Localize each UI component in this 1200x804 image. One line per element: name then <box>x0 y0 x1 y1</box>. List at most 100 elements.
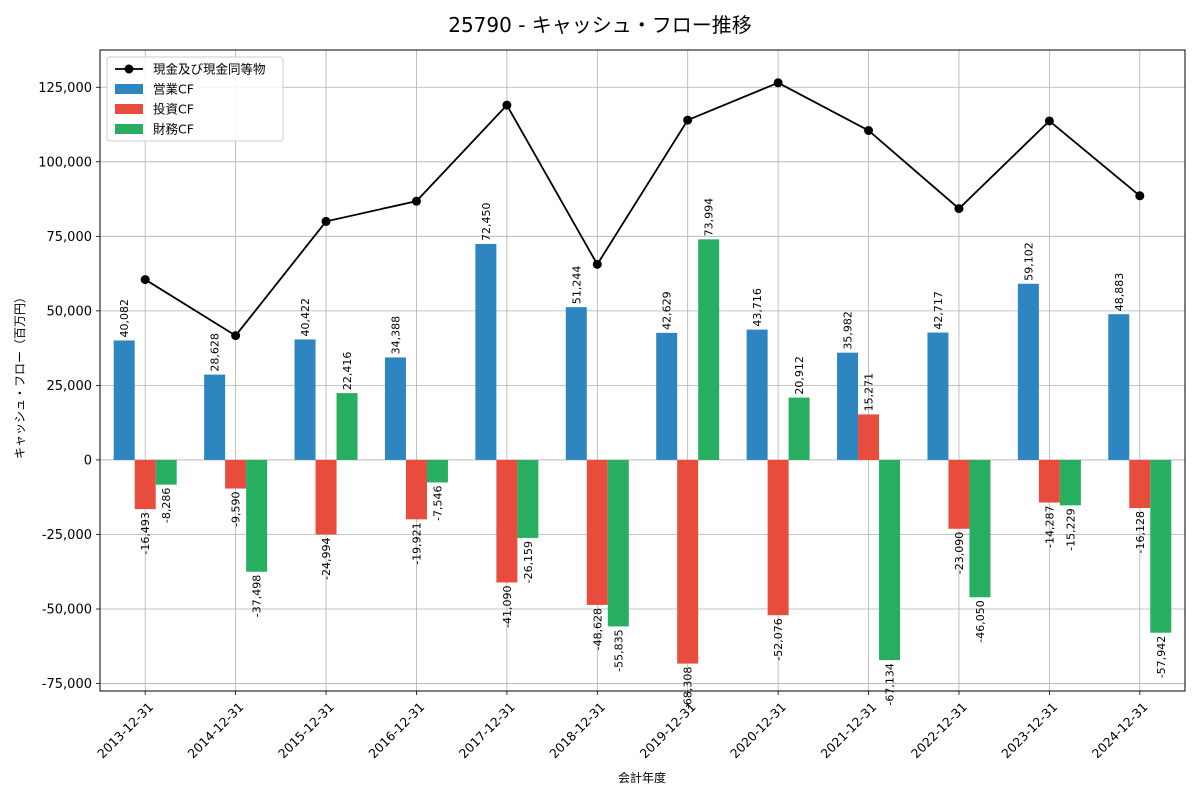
cash-line-point <box>231 331 241 341</box>
bar-1 <box>496 459 518 583</box>
cash-line-point <box>864 125 874 135</box>
bar-value-label: -41,090 <box>501 585 514 627</box>
bar-value-label: 42,629 <box>661 291 674 330</box>
bar-1 <box>405 459 427 520</box>
bar-2 <box>1150 459 1172 633</box>
cash-line-path <box>144 81 1141 337</box>
bar-value-label: -8,286 <box>160 488 173 523</box>
bar-value-label: 34,388 <box>389 316 402 355</box>
cash-line-point <box>1044 116 1054 126</box>
bar-value-label: -9,590 <box>230 492 243 527</box>
cash-line-point <box>321 216 331 226</box>
bar-1 <box>858 414 880 460</box>
bar-value-label: -67,134 <box>884 663 897 705</box>
bar-value-label: -46,050 <box>974 600 987 642</box>
x-tick-label: 2013-12-31 <box>94 699 156 761</box>
bar-1 <box>948 459 970 529</box>
y-tick-label: 25,000 <box>47 379 93 394</box>
bar-0 <box>384 357 406 460</box>
bar-value-label: -57,942 <box>1155 636 1168 678</box>
bar-1 <box>315 459 337 535</box>
cash-line-point <box>954 204 964 214</box>
bar-1 <box>225 459 247 489</box>
data-labels: 40,082 28,628 40,422 34,388 72,450 51,244 42,6… <box>118 198 1168 709</box>
bar-value-label: 43,716 <box>751 288 764 327</box>
bar-value-label: 22,416 <box>341 352 354 391</box>
y-tick-label: 75,000 <box>47 230 93 245</box>
bar-2 <box>155 459 177 485</box>
bar-value-label: -37,498 <box>251 575 264 617</box>
x-tick-label: 2018-12-31 <box>546 699 608 761</box>
bar-value-label: -23,090 <box>953 532 966 574</box>
bar-0 <box>656 332 678 460</box>
x-tick-label: 2014-12-31 <box>185 699 247 761</box>
bar-0 <box>204 374 226 460</box>
legend-swatch <box>115 84 143 94</box>
bar-value-label: -26,159 <box>522 541 535 583</box>
bar-1 <box>134 459 156 510</box>
x-tick-label: 2015-12-31 <box>275 699 337 761</box>
bar-value-label: -55,835 <box>612 629 625 671</box>
bar-2 <box>1059 459 1081 506</box>
bar-value-label: 59,102 <box>1022 242 1035 281</box>
bar-0 <box>837 352 859 460</box>
cash-line-point <box>140 275 150 285</box>
legend-marker <box>124 64 134 74</box>
x-tick-label: 2022-12-31 <box>908 699 970 761</box>
cash-line-point <box>683 115 693 125</box>
cash-line <box>140 78 1145 341</box>
grid <box>100 50 1185 691</box>
bar-2 <box>336 393 358 460</box>
bar-2 <box>426 459 448 483</box>
x-tick-label: 2021-12-31 <box>817 699 879 761</box>
legend-box <box>106 56 284 142</box>
bar-0 <box>113 340 135 460</box>
bar-value-label: 28,628 <box>209 333 222 372</box>
cash-line-point <box>773 78 783 88</box>
bar-0 <box>1108 314 1130 460</box>
x-tick-label: 2024-12-31 <box>1089 699 1151 761</box>
bar-value-label: -14,287 <box>1043 506 1056 548</box>
legend-swatch <box>115 104 143 114</box>
bar-1 <box>677 459 699 664</box>
y-tick-label: 100,000 <box>38 155 92 170</box>
y-axis-label: キャッシュ・フロー（百万円） <box>13 291 27 459</box>
x-tick-label: 2020-12-31 <box>727 699 789 761</box>
y-tick-label: 125,000 <box>38 81 92 96</box>
y-tick-label: -50,000 <box>42 603 92 618</box>
bar-1 <box>767 459 789 616</box>
plot-frame <box>99 49 1186 692</box>
cash-line-point <box>592 259 602 269</box>
bars <box>113 239 1172 664</box>
x-tick-label: 2019-12-31 <box>637 699 699 761</box>
bar-value-label: 73,994 <box>703 198 716 237</box>
bar-value-label: -52,076 <box>772 618 785 660</box>
y-tick-label: 0 <box>84 453 92 468</box>
bar-0 <box>565 307 587 460</box>
bar-2 <box>788 397 810 460</box>
bar-value-label: 15,271 <box>863 373 876 412</box>
bar-value-label: -16,493 <box>139 512 152 554</box>
y-tick-label: -25,000 <box>42 528 92 543</box>
y-tick-label: -75,000 <box>42 677 92 692</box>
bar-value-label: -16,128 <box>1134 511 1147 553</box>
cash-line-point <box>1135 191 1145 201</box>
chart-title: 25790 - キャッシュ・フロー推移 <box>448 13 752 37</box>
bar-0 <box>927 332 949 460</box>
bar-value-label: -7,546 <box>431 485 444 520</box>
bar-value-label: 48,883 <box>1113 273 1126 312</box>
bar-value-label: 40,082 <box>118 299 131 338</box>
legend-entry-label: 現金及び現金同等物 <box>153 62 266 77</box>
bar-value-label: -68,308 <box>682 667 695 709</box>
bar-value-label: 40,422 <box>299 298 312 337</box>
legend-entry-label: 財務CF <box>153 122 194 137</box>
bar-value-label: -15,229 <box>1064 508 1077 550</box>
bar-value-label: 72,450 <box>480 202 493 241</box>
x-tick-label: 2017-12-31 <box>456 699 518 761</box>
y-tick-label: 50,000 <box>47 304 93 319</box>
bar-value-label: -48,628 <box>591 608 604 650</box>
bar-value-label: 42,717 <box>932 291 945 330</box>
bar-2 <box>879 459 901 661</box>
